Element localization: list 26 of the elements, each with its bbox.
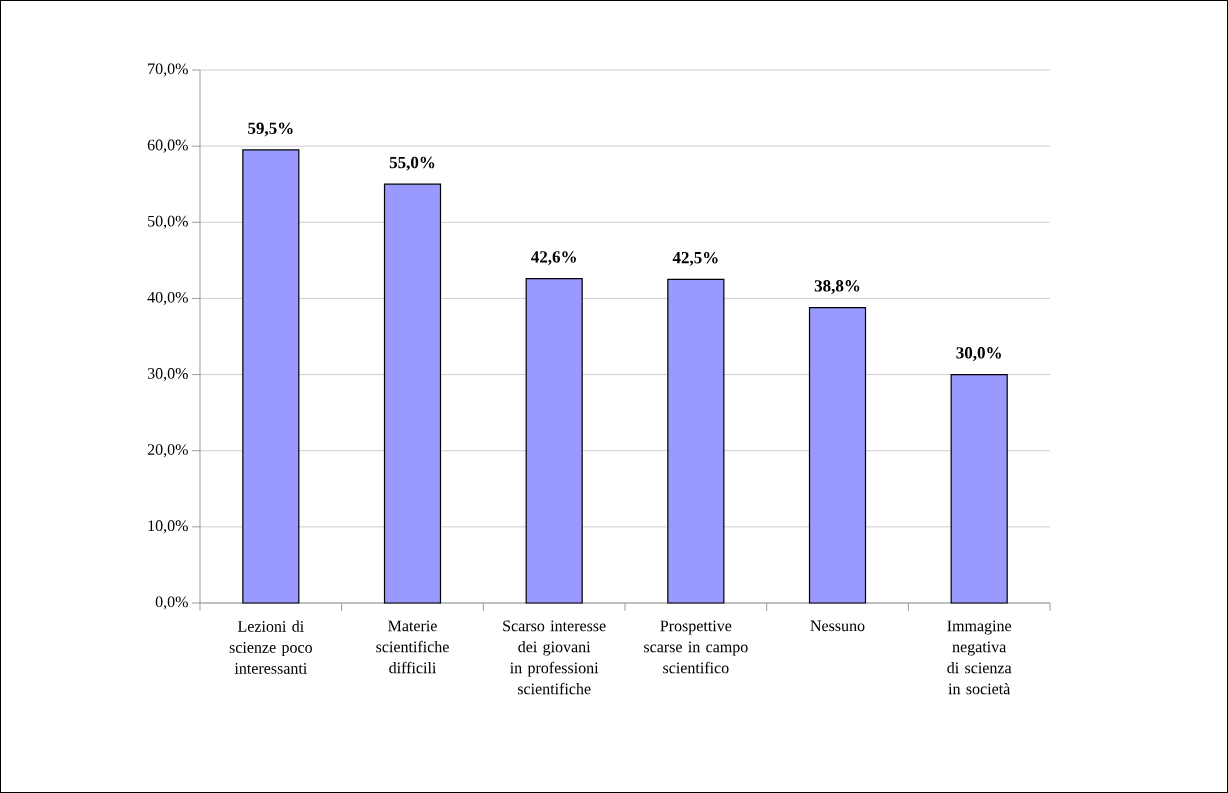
x-tick-label: Nessuno [810, 620, 865, 632]
bar [383, 183, 442, 604]
bar [525, 278, 583, 604]
data-label: 42,5% [672, 251, 718, 266]
y-tick-label: 30,0% [147, 368, 188, 382]
x-tick-label: Prospettive scarse in campo scientifico [644, 620, 748, 674]
data-label: 42,6% [531, 251, 576, 266]
y-tick-label: 70,0% [148, 63, 188, 77]
y-tick-label: 10,0% [148, 520, 188, 534]
bar [667, 278, 725, 604]
y-tick-label: 60,0% [147, 139, 188, 153]
x-tick-label: Lezioni di scienze poco interessanti [229, 620, 312, 674]
x-tick-label: Immagine negativa di scienza in società [947, 620, 1012, 695]
y-tick-label: 50,0% [148, 215, 188, 229]
bar [242, 149, 300, 604]
data-label: 55,0% [389, 156, 435, 171]
y-tick-label: 0,0% [155, 596, 188, 610]
data-label: 30,0% [956, 347, 1001, 362]
x-tick-label: Scarso interesse dei giovani in professioni scientifiche [503, 620, 606, 695]
bar [808, 306, 867, 604]
y-tick-label: 20,0% [147, 444, 188, 458]
bar [950, 373, 1008, 604]
data-label: 38,8% [814, 280, 860, 295]
data-label: 59,5% [248, 122, 293, 137]
y-tick-label: 40,0% [147, 291, 188, 305]
x-tick-label: Materie scientifiche difficili [376, 620, 449, 674]
